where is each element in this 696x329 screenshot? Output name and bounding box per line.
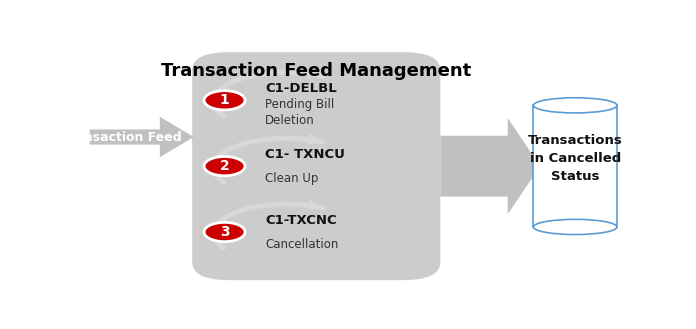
Text: Cancellation: Cancellation — [265, 238, 338, 251]
Circle shape — [204, 91, 245, 110]
Ellipse shape — [533, 98, 617, 113]
Ellipse shape — [533, 219, 617, 235]
FancyBboxPatch shape — [192, 52, 441, 280]
Polygon shape — [441, 118, 540, 214]
Text: C1- TXNCU: C1- TXNCU — [265, 148, 345, 161]
Text: C1-DELBL: C1-DELBL — [265, 82, 337, 95]
Circle shape — [204, 157, 245, 176]
Text: Transactions
in Cancelled
Status: Transactions in Cancelled Status — [528, 134, 622, 183]
Text: 2: 2 — [220, 159, 230, 173]
Text: 1: 1 — [220, 93, 230, 107]
Text: 3: 3 — [220, 225, 230, 239]
Text: Clean Up: Clean Up — [265, 172, 318, 185]
Circle shape — [204, 222, 245, 241]
Bar — [533, 105, 617, 227]
Text: Transaction Feed: Transaction Feed — [62, 131, 182, 143]
Text: Pending Bill
Deletion: Pending Bill Deletion — [265, 98, 334, 127]
Text: Transaction Feed Management: Transaction Feed Management — [161, 62, 471, 80]
Polygon shape — [90, 117, 193, 157]
Text: C1-TXCNC: C1-TXCNC — [265, 214, 337, 227]
